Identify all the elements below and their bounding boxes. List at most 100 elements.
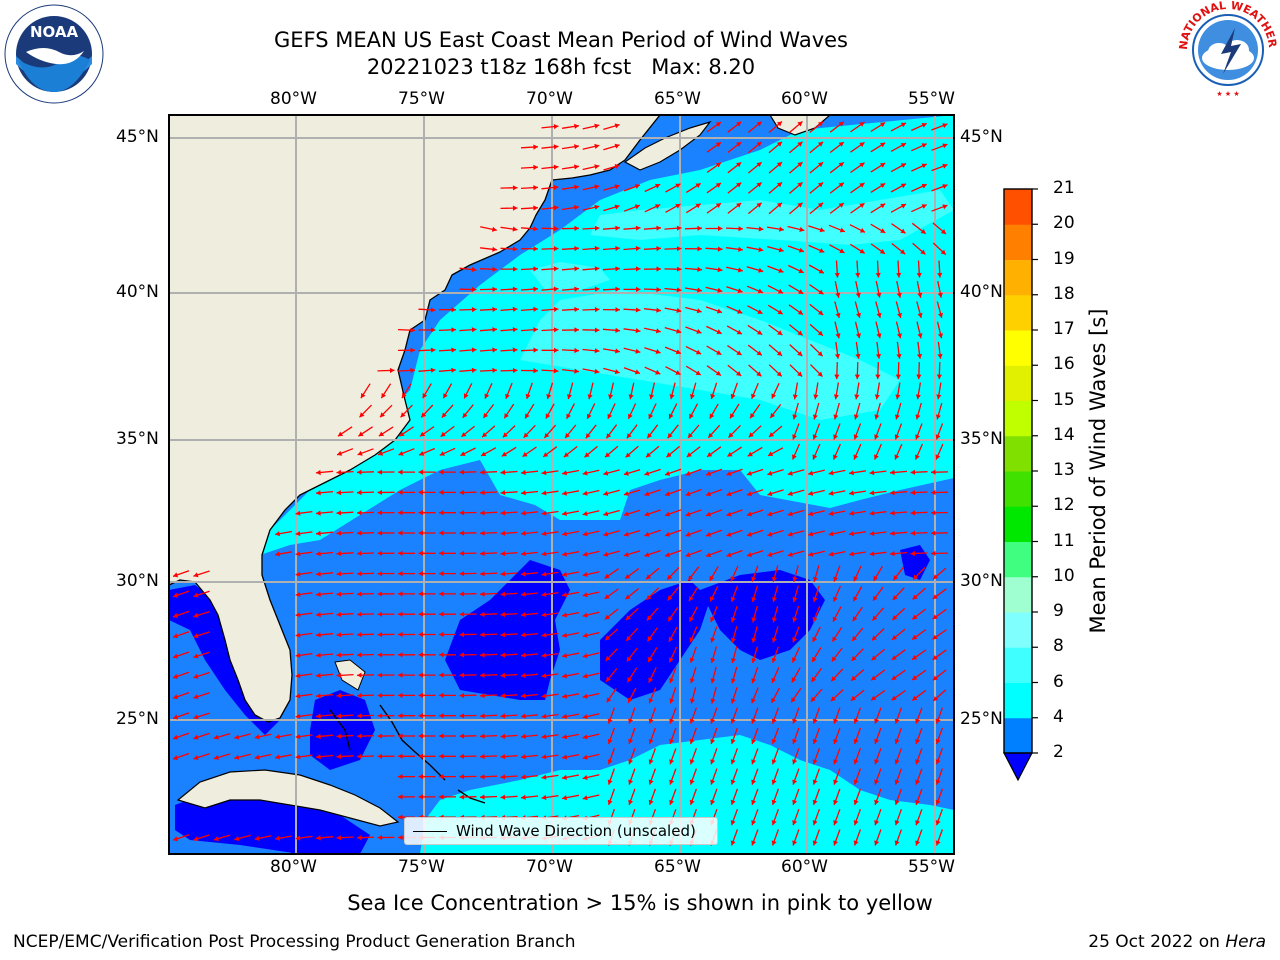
wave-direction-arrowhead bbox=[932, 675, 938, 681]
colorbar-extend-arrow bbox=[1003, 752, 1033, 782]
wave-direction-arrowhead bbox=[377, 672, 382, 678]
wave-direction-arrowhead bbox=[833, 718, 839, 724]
colorbar-cell bbox=[1004, 330, 1032, 366]
wave-direction-arrowhead bbox=[689, 759, 695, 765]
wave-direction-arrowhead bbox=[818, 162, 824, 168]
wave-direction-arrowhead bbox=[398, 489, 403, 495]
footer-date: 25 Oct 2022 on Hera bbox=[1088, 932, 1266, 952]
wind-wave-arrows bbox=[172, 121, 949, 846]
wave-direction-arrowhead bbox=[900, 122, 906, 128]
wave-direction-arrowhead bbox=[377, 469, 382, 475]
x-tick-top-80w: 80°W bbox=[270, 89, 317, 109]
wave-direction-arrowhead bbox=[648, 759, 654, 765]
wave-direction-arrowhead bbox=[574, 347, 579, 354]
wave-direction-arrowhead bbox=[316, 632, 321, 638]
wave-direction-arrowhead bbox=[541, 754, 547, 760]
wave-direction-arrowhead bbox=[563, 452, 569, 458]
wave-direction-arrowhead bbox=[912, 634, 918, 640]
wave-direction-arrowhead bbox=[439, 469, 444, 475]
wave-direction-arrowhead bbox=[512, 367, 518, 374]
wave-direction-arrowhead bbox=[667, 433, 673, 439]
wave-direction-arrowhead bbox=[853, 799, 859, 805]
wave-direction-arrowhead bbox=[891, 695, 897, 701]
wave-direction-arrowhead bbox=[647, 433, 653, 439]
sea-ice-note: Sea Ice Concentration > 15% is shown in … bbox=[347, 891, 933, 915]
wave-direction-arrowhead bbox=[771, 393, 777, 399]
wave-direction-arrowhead bbox=[828, 470, 834, 476]
wave-direction-arrowhead bbox=[669, 698, 675, 704]
wave-direction-arrowhead bbox=[787, 531, 793, 537]
wave-direction-arrowhead bbox=[797, 371, 803, 377]
wave-direction-arrowhead bbox=[336, 632, 342, 638]
wave-direction-arrowhead bbox=[398, 794, 403, 800]
footer-host: Hera bbox=[1225, 932, 1266, 952]
wave-direction-arrowhead bbox=[770, 412, 776, 418]
wave-direction-arrowhead bbox=[797, 351, 803, 356]
wave-direction-arrowhead bbox=[594, 204, 600, 210]
wave-direction-arrowhead bbox=[810, 696, 816, 702]
x-tick-bottom-70w: 70°W bbox=[526, 857, 573, 877]
wave-direction-arrowhead bbox=[695, 370, 701, 375]
wave-direction-arrowhead bbox=[726, 552, 732, 558]
wave-direction-arrowhead bbox=[562, 612, 567, 618]
wave-direction-arrowhead bbox=[418, 733, 423, 739]
wave-direction-arrowhead bbox=[336, 571, 342, 577]
map-gridlines bbox=[169, 115, 954, 854]
wave-direction-arrowhead bbox=[193, 592, 199, 598]
wave-direction-arrowhead bbox=[336, 611, 342, 617]
wave-direction-arrowhead bbox=[937, 272, 943, 278]
wave-direction-arrowhead bbox=[574, 144, 579, 150]
wave-direction-arrowhead bbox=[582, 693, 588, 699]
wave-direction-arrowhead bbox=[856, 312, 861, 318]
wave-direction-arrowhead bbox=[480, 591, 485, 597]
wave-direction-arrowhead bbox=[398, 713, 403, 719]
wave-direction-arrowhead bbox=[756, 202, 762, 208]
wave-direction-arrowhead bbox=[935, 738, 941, 744]
wave-direction-arrowhead bbox=[833, 738, 839, 744]
wave-direction-arrowhead bbox=[234, 836, 240, 841]
wave-direction-arrowhead bbox=[512, 306, 518, 312]
wave-direction-arrowhead bbox=[656, 307, 661, 313]
wave-direction-arrowhead bbox=[562, 490, 567, 496]
wave-direction-arrowhead bbox=[357, 510, 362, 516]
wave-direction-arrowhead bbox=[727, 451, 733, 457]
wave-direction-arrowhead bbox=[419, 451, 425, 456]
wave-direction-arrowhead bbox=[756, 350, 762, 356]
wave-direction-arrowhead bbox=[688, 575, 694, 581]
wave-direction-arrowhead bbox=[644, 531, 650, 537]
wave-direction-arrowhead bbox=[717, 267, 723, 273]
wave-direction-arrowhead bbox=[193, 572, 199, 578]
wave-direction-arrowhead bbox=[798, 289, 804, 294]
wave-direction-arrowhead bbox=[817, 351, 823, 357]
wave-direction-arrowhead bbox=[828, 531, 834, 537]
wave-direction-arrowhead bbox=[792, 576, 798, 582]
wave-direction-arrowhead bbox=[634, 369, 640, 375]
wave-direction-arrowhead bbox=[439, 530, 444, 536]
wave-direction-arrowhead bbox=[669, 657, 674, 663]
wave-direction-arrowhead bbox=[587, 394, 593, 400]
wave-direction-arrowhead bbox=[736, 142, 742, 147]
wave-direction-arrowhead bbox=[553, 144, 559, 150]
wave-direction-arrowhead bbox=[295, 551, 301, 557]
wave-direction-arrowhead bbox=[751, 799, 757, 805]
wave-direction-arrowhead bbox=[459, 753, 465, 759]
wave-direction-arrowhead bbox=[492, 327, 497, 333]
wave-direction-arrowhead bbox=[603, 551, 609, 557]
wave-direction-arrowhead bbox=[799, 226, 805, 232]
wave-direction-arrowhead bbox=[771, 799, 777, 805]
wave-direction-arrowhead bbox=[890, 551, 895, 557]
wave-direction-arrowhead bbox=[675, 349, 681, 355]
wave-direction-arrowhead bbox=[649, 394, 655, 400]
wave-direction-arrowhead bbox=[874, 434, 879, 440]
wave-direction-arrowhead bbox=[833, 779, 839, 785]
wave-direction-arrowhead bbox=[808, 470, 814, 476]
wave-direction-arrowhead bbox=[895, 374, 901, 380]
wave-direction-arrowhead bbox=[357, 450, 363, 456]
wave-direction-arrowhead bbox=[730, 637, 736, 643]
wave-direction-arrowhead bbox=[173, 714, 179, 720]
wave-direction-arrowhead bbox=[756, 162, 762, 168]
wave-direction-arrowhead bbox=[562, 592, 567, 598]
wave-direction-arrowhead bbox=[525, 413, 530, 419]
wave-direction-arrowhead bbox=[669, 677, 674, 684]
wave-direction-arrowhead bbox=[932, 614, 938, 620]
